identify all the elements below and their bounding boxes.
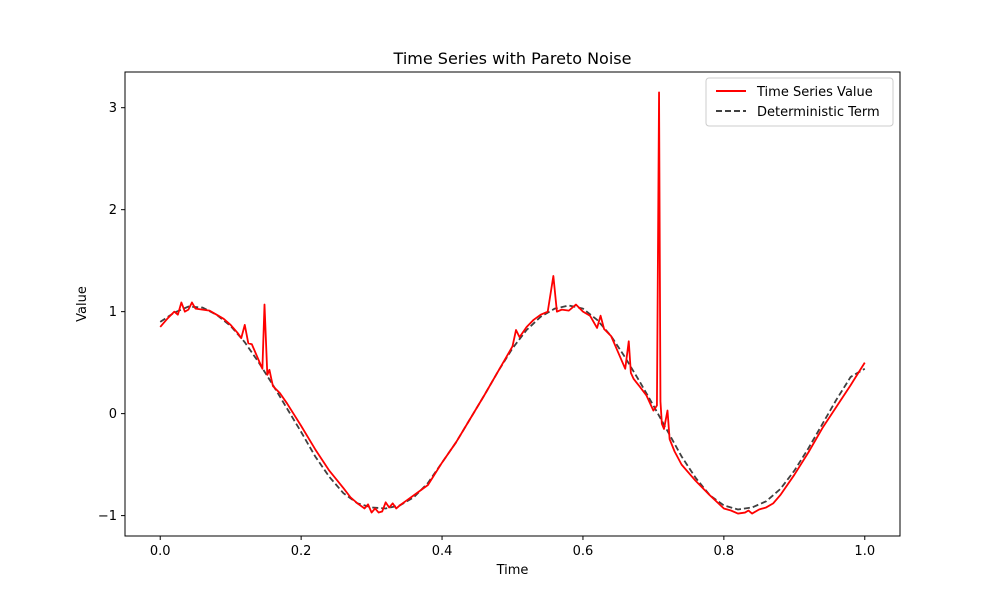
y-axis-label: Value: [75, 286, 90, 322]
y-axis-ticks: −1 0 1 2 3: [98, 101, 125, 524]
legend: Time Series Value Deterministic Term: [705, 77, 894, 127]
y-tick-label: −1: [98, 509, 117, 524]
x-tick-label: 1.0: [854, 544, 875, 559]
legend-box: [705, 77, 894, 127]
y-tick-label: 1: [109, 305, 117, 320]
plot-frame: [124, 71, 901, 537]
x-tick-label: 0.2: [291, 544, 312, 559]
deterministic-term-line: [159, 304, 866, 511]
y-tick-label: 3: [109, 101, 117, 116]
chart-title: Time Series with Pareto Noise: [393, 49, 632, 68]
x-axis-label: Time: [496, 563, 529, 578]
y-tick-label: 0: [109, 407, 117, 422]
x-tick-label: 0.6: [573, 544, 594, 559]
x-axis-ticks: 0.0 0.2 0.4 0.6 0.8 1.0: [150, 536, 875, 559]
x-tick-label: 0.0: [150, 544, 171, 559]
y-tick-label: 2: [109, 203, 117, 218]
x-tick-label: 0.4: [432, 544, 453, 559]
x-tick-label: 0.8: [714, 544, 735, 559]
series-layer: [159, 91, 866, 515]
legend-label-time-series-value: Time Series Value: [756, 85, 873, 100]
time-series-value-line: [159, 91, 866, 515]
legend-label-deterministic-term: Deterministic Term: [757, 105, 880, 120]
